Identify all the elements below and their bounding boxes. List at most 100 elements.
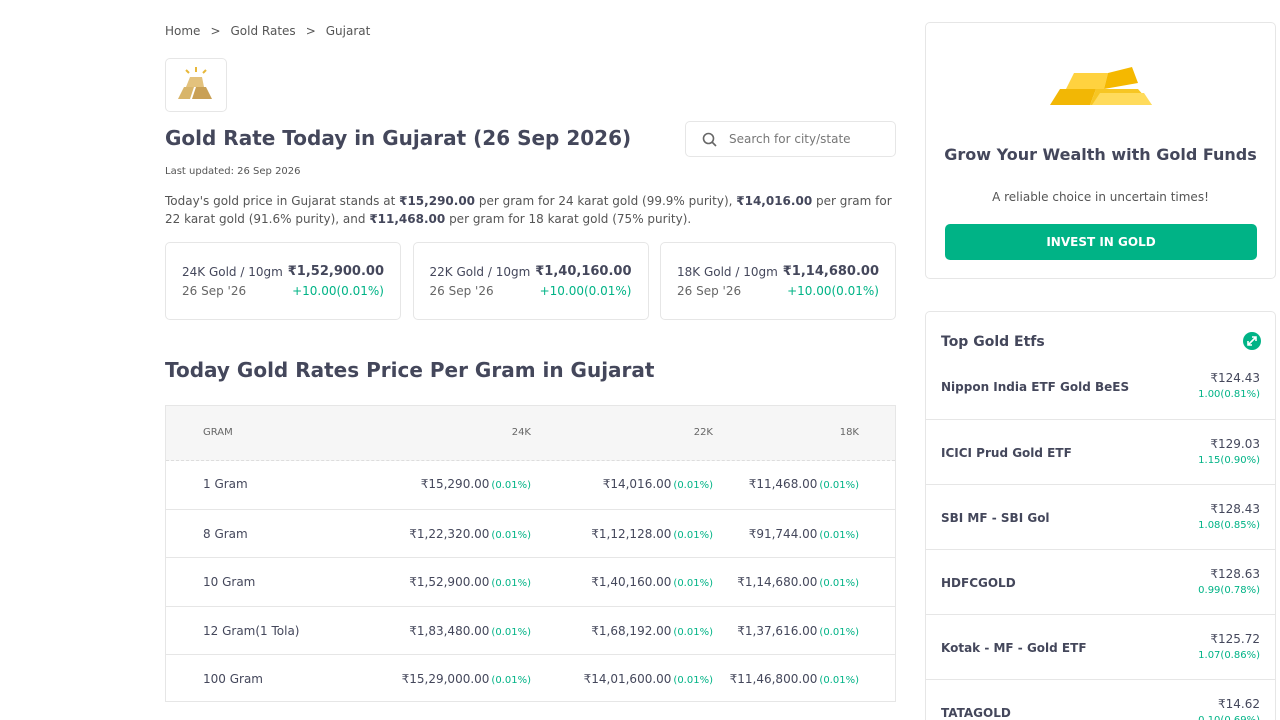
cell-change: (0.01%) bbox=[819, 626, 859, 638]
table-row: 10 Gram ₹1,52,900.00 (0.01%) ₹1,40,160.00 (0… bbox=[166, 557, 895, 606]
rate-cell: ₹1,14,680.00 (0.01%) bbox=[737, 575, 859, 589]
promo-card: Grow Your Wealth with Gold Funds A relia… bbox=[925, 22, 1276, 279]
rate-cell: ₹1,22,320.00 (0.01%) bbox=[409, 527, 531, 541]
rates-table: GRAM 24K 22K 18K 1 Gram ₹15,290.00 (0.01%) ₹14,… bbox=[165, 405, 896, 702]
etf-change: 0.99(0.78%) bbox=[1198, 585, 1260, 596]
card-price: ₹1,52,900.00 bbox=[287, 264, 384, 279]
etf-price: ₹14.62 bbox=[1218, 697, 1260, 711]
etf-name: Nippon India ETF Gold BeES bbox=[941, 380, 1130, 394]
cell-price: ₹1,37,616.00 bbox=[737, 623, 818, 638]
card-change: +10.00(0.01%) bbox=[292, 284, 384, 298]
card-label: 18K Gold / 10gm bbox=[677, 265, 778, 279]
etf-row[interactable]: Nippon India ETF Gold BeES ₹124.43 1.00(0.… bbox=[926, 354, 1275, 419]
breadcrumb-separator: > bbox=[210, 24, 221, 38]
etf-row[interactable]: TATAGOLD ₹14.62 0.10(0.69%) bbox=[926, 679, 1275, 720]
etf-row[interactable]: HDFCGOLD ₹128.63 0.99(0.78%) bbox=[926, 549, 1275, 614]
cell-price: ₹14,01,600.00 bbox=[583, 672, 672, 686]
breadcrumb: Home > Gold Rates > Gujarat bbox=[165, 24, 370, 38]
gold-bars-art bbox=[1050, 67, 1152, 105]
rate-cell: ₹11,468.00 (0.01%) bbox=[749, 477, 859, 491]
column-header: 24K bbox=[511, 427, 531, 438]
cell-change: (0.01%) bbox=[673, 529, 713, 541]
cell-price: ₹1,14,680.00 bbox=[737, 575, 818, 589]
cell-change: (0.01%) bbox=[491, 480, 531, 491]
price-highlight: ₹11,468.00 bbox=[369, 212, 446, 226]
rate-cell: ₹14,016.00 (0.01%) bbox=[603, 477, 713, 491]
breadcrumb-item[interactable]: Gold Rates bbox=[230, 24, 296, 38]
rate-cell: ₹1,40,160.00 (0.01%) bbox=[591, 575, 713, 589]
column-header: GRAM bbox=[203, 427, 233, 438]
etf-change: 1.07(0.86%) bbox=[1198, 650, 1260, 661]
etf-price: ₹128.63 bbox=[1210, 567, 1260, 581]
cell-price: ₹14,016.00 bbox=[602, 477, 672, 491]
etf-change: 1.08(0.85%) bbox=[1198, 520, 1260, 531]
card-label: 22K Gold / 10gm bbox=[429, 265, 531, 279]
cell-price: ₹91,744.00 bbox=[748, 526, 818, 541]
price-highlight: ₹14,016.00 bbox=[736, 194, 813, 208]
cell-change: (0.01%) bbox=[673, 675, 713, 686]
invest-button[interactable]: INVEST IN GOLD bbox=[945, 224, 1257, 260]
gold-icon-art bbox=[178, 67, 212, 99]
cell-change: (0.01%) bbox=[491, 529, 531, 541]
cell-change: (0.01%) bbox=[673, 480, 713, 491]
cell-price: ₹15,290.00 bbox=[420, 477, 490, 491]
etf-row[interactable]: ICICI Prud Gold ETF ₹129.03 1.15(0.90%) bbox=[926, 419, 1275, 484]
gram-cell: 10 Gram bbox=[203, 575, 256, 589]
breadcrumb-item[interactable]: Home bbox=[165, 24, 201, 38]
etf-price: ₹125.72 bbox=[1210, 632, 1260, 646]
cell-price: ₹15,29,000.00 bbox=[401, 672, 490, 686]
etf-name: HDFCGOLD bbox=[941, 576, 1016, 590]
table-row: 12 Gram(1 Tola) ₹1,83,480.00 (0.01%) ₹1,68,… bbox=[166, 605, 895, 655]
cell-price: ₹1,52,900.00 bbox=[409, 575, 490, 589]
cell-change: (0.01%) bbox=[673, 578, 713, 589]
cell-price: ₹1,22,320.00 bbox=[409, 526, 490, 541]
etf-change: 1.15(0.90%) bbox=[1198, 455, 1260, 466]
gold-icon bbox=[165, 58, 227, 112]
etf-row[interactable]: Kotak - MF - Gold ETF ₹125.72 1.07(0.86%) bbox=[926, 614, 1275, 679]
cell-price: ₹11,46,800.00 bbox=[729, 672, 818, 686]
rate-cell: ₹1,12,128.00 (0.01%) bbox=[591, 527, 713, 541]
etf-name: ICICI Prud Gold ETF bbox=[941, 446, 1072, 460]
rate-cell: ₹14,01,600.00 (0.01%) bbox=[584, 672, 713, 686]
table-row: 8 Gram ₹1,22,320.00 (0.01%) ₹1,12,128.00 (0.… bbox=[166, 508, 895, 558]
gram-cell: 12 Gram(1 Tola) bbox=[203, 623, 300, 638]
cell-change: (0.01%) bbox=[819, 578, 859, 589]
rate-cell: ₹1,83,480.00 (0.01%) bbox=[409, 624, 531, 638]
etf-change: 0.10(0.69%) bbox=[1198, 715, 1260, 720]
card-label: 24K Gold / 10gm bbox=[182, 265, 283, 279]
etf-card: Top Gold Etfs Nippon India ETF Gold BeES… bbox=[925, 311, 1276, 720]
gram-cell: 100 Gram bbox=[203, 672, 263, 686]
cell-change: (0.01%) bbox=[819, 675, 859, 686]
cell-price: ₹1,68,192.00 bbox=[591, 623, 672, 638]
etf-name: TATAGOLD bbox=[941, 706, 1011, 720]
description-text: per gram for 24 karat gold (99.9% purity… bbox=[475, 194, 737, 208]
table-heading: Today Gold Rates Price Per Gram in Gujar… bbox=[165, 358, 655, 382]
cell-change: (0.01%) bbox=[673, 626, 713, 638]
expand-icon[interactable] bbox=[1242, 331, 1262, 351]
breadcrumb-item[interactable]: Gujarat bbox=[325, 24, 371, 38]
etf-price: ₹124.43 bbox=[1210, 371, 1260, 385]
etf-name: SBI MF - SBI Gol bbox=[941, 511, 1050, 525]
search-box[interactable]: Search for city/state bbox=[685, 121, 896, 157]
rate-cell: ₹15,29,000.00 (0.01%) bbox=[402, 672, 531, 686]
card-price: ₹1,40,160.00 bbox=[535, 264, 632, 279]
cell-price: ₹1,12,128.00 bbox=[591, 526, 672, 541]
rate-card: 22K Gold / 10gm 26 Sep '26 ₹1,40,160.00 +10… bbox=[412, 242, 649, 320]
cell-price: ₹11,468.00 bbox=[748, 477, 818, 491]
cell-price: ₹1,83,480.00 bbox=[409, 623, 490, 638]
cell-change: (0.01%) bbox=[491, 626, 531, 638]
etf-row[interactable]: SBI MF - SBI Gol ₹128.43 1.08(0.85%) bbox=[926, 484, 1275, 549]
description: Today's gold price in Gujarat stands at … bbox=[165, 192, 895, 228]
table-row: 100 Gram ₹15,29,000.00 (0.01%) ₹14,01,600.0… bbox=[166, 654, 895, 703]
table-row: 1 Gram ₹15,290.00 (0.01%) ₹14,016.00 (0.01%)… bbox=[166, 460, 895, 509]
breadcrumb-separator: > bbox=[305, 24, 316, 38]
card-date: 26 Sep '26 bbox=[677, 284, 742, 298]
card-date: 26 Sep '26 bbox=[429, 284, 494, 298]
description-text: per gram for 18 karat gold (75% purity). bbox=[445, 212, 692, 226]
rate-cell: ₹1,37,616.00 (0.01%) bbox=[737, 624, 859, 638]
description-text: per gram for 22 karat gold (91.6% purity… bbox=[165, 194, 896, 226]
rate-cell: ₹11,46,800.00 (0.01%) bbox=[730, 672, 859, 686]
column-header: 22K bbox=[693, 427, 713, 438]
card-change: +10.00(0.01%) bbox=[787, 284, 879, 298]
card-date: 26 Sep '26 bbox=[182, 284, 247, 298]
